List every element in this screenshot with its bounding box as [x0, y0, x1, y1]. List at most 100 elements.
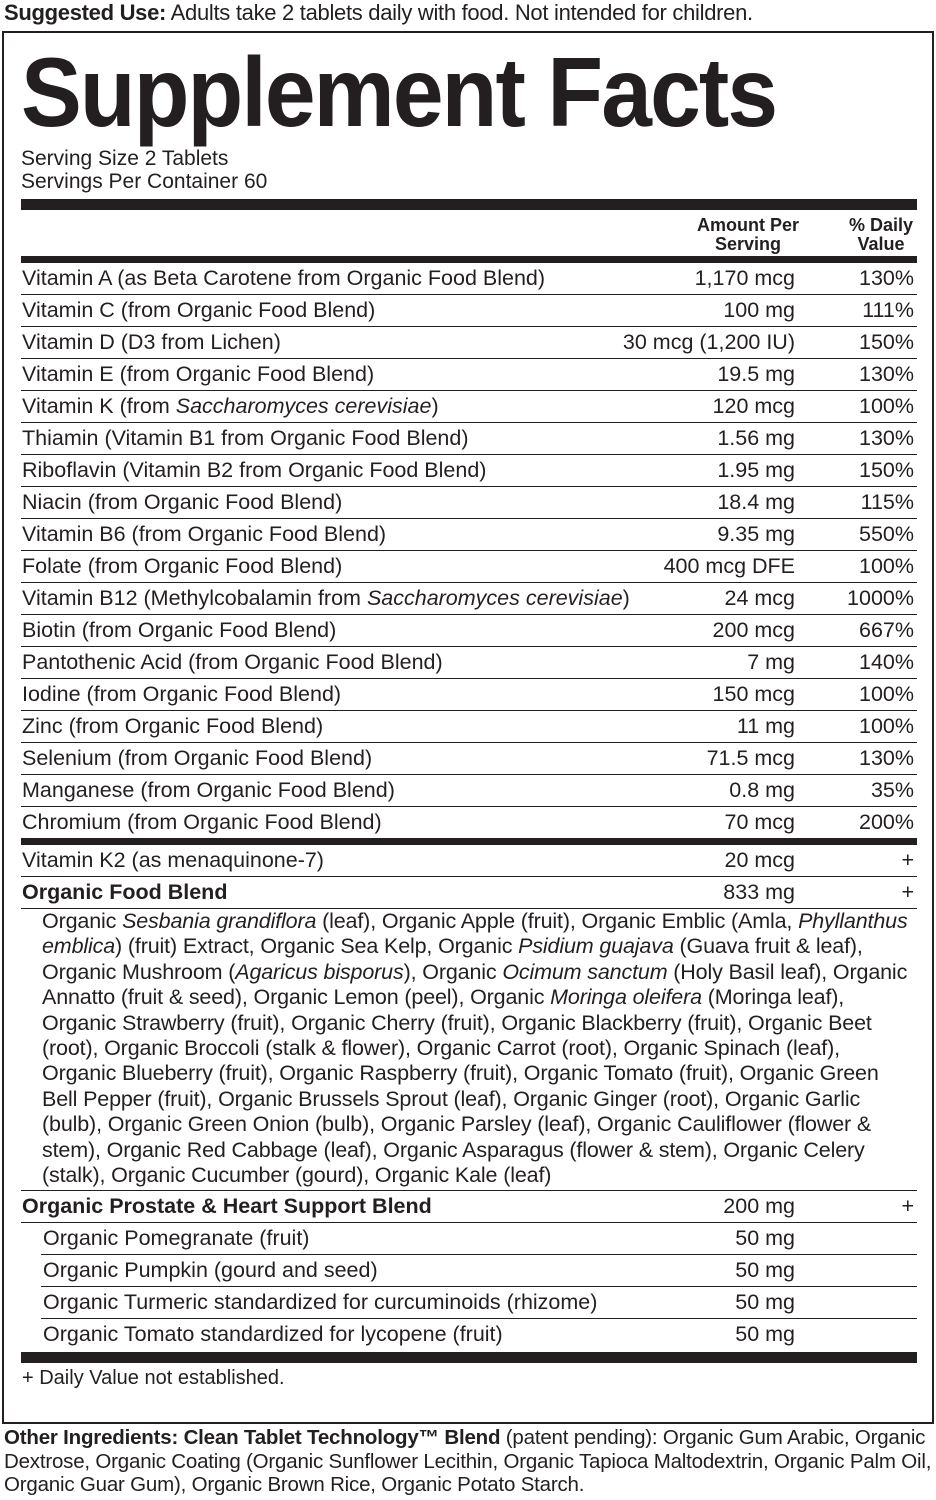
nutrient-name: Thiamin (Vitamin B1 from Organic Food Bl… — [22, 423, 469, 454]
nutrient-dv: 150% — [859, 330, 914, 354]
item-name: Organic Pumpkin (gourd and seed) — [43, 1258, 378, 1283]
nutrient-list: Vitamin A (as Beta Carotene from Organic… — [21, 263, 917, 838]
nutrient-name: Riboflavin (Vitamin B2 from Organic Food… — [22, 455, 486, 486]
nutrient-dv: 100% — [859, 682, 914, 706]
suggested-use: Suggested Use: Adults take 2 tablets dai… — [4, 0, 753, 26]
name-text: Riboflavin (Vitamin B2 from Organic Food… — [22, 458, 487, 482]
food-blend-ingredients: Organic Sesbania grandiflora (leaf), Org… — [21, 909, 917, 1192]
name-text: Vitamin D (D3 from Lichen) — [22, 330, 281, 354]
table-row-wrap: Organic Turmeric standardized for curcum… — [41, 1287, 917, 1320]
nutrient-amount: 1,170 mcg — [694, 266, 795, 290]
supplement-facts-panel: Supplement Facts Serving Size 2 Tablets … — [2, 31, 934, 1424]
table-row: Organic Pomegranate (fruit) 50 mg — [21, 1223, 917, 1254]
name-text: Vitamin B12 (Methylcobalamin from — [22, 586, 367, 610]
ingredient-text: Organic — [42, 909, 123, 933]
nutrient-amount: 19.5 mg — [717, 362, 795, 386]
name-text: Manganese (from Organic Food Blend) — [22, 778, 395, 802]
name-text: Vitamin E (from Organic Food Blend) — [22, 362, 375, 386]
item-name: Organic Turmeric standardized for curcum… — [43, 1290, 598, 1315]
divider-medium — [21, 838, 917, 845]
serving-size: Serving Size 2 Tablets — [21, 147, 229, 170]
nutrient-name: Iodine (from Organic Food Blend) — [22, 679, 341, 710]
name-text: Vitamin K (from — [22, 394, 176, 418]
nutrient-amount: 9.35 mg — [717, 522, 795, 546]
name-text: Zinc (from Organic Food Blend) — [22, 714, 324, 738]
table-row: Vitamin B6 (from Organic Food Blend) 9.35… — [21, 519, 917, 551]
table-row: Riboflavin (Vitamin B2 from Organic Food… — [21, 455, 917, 487]
nutrient-dv: 200% — [859, 810, 914, 834]
nutrient-amount: 30 mcg (1,200 IU) — [622, 330, 795, 354]
table-row: Folate (from Organic Food Blend) 400 mcg … — [21, 551, 917, 583]
nutrient-name: Vitamin A (as Beta Carotene from Organic… — [22, 263, 545, 294]
ingredient-text: (Guava fruit & leaf), Organic Mushroom ( — [42, 934, 863, 984]
item-amount: 50 mg — [735, 1322, 795, 1347]
nutrient-amount: 200 mcg — [712, 618, 795, 642]
nutrient-amount: 20 mcg — [724, 848, 795, 872]
other-ingredients-text: (patent pending): Organic Gum Arabic, Or… — [4, 1426, 932, 1496]
ingredient-text: (leaf), Organic Apple (fruit), Organic E… — [316, 909, 799, 933]
ingredient-text: ) (fruit) Extract, Organic Sea Kelp, Org… — [115, 934, 519, 959]
nutrient-dv: 140% — [859, 650, 914, 674]
nutrient-dv: 130% — [859, 266, 914, 290]
name-text: Selenium (from Organic Food Blend) — [22, 746, 373, 770]
nutrient-dv: 130% — [859, 426, 914, 450]
amount-header: Amount Per Serving — [697, 216, 799, 254]
scientific-name: Moringa oleifera — [550, 985, 702, 1010]
name-text: ) — [431, 394, 439, 418]
scientific-name: Sesbania grandiflora — [122, 909, 317, 933]
nutrient-dv: 130% — [859, 362, 914, 386]
nutrient-amount: 0.8 mg — [729, 778, 795, 802]
nutrient-amount: 400 mcg DFE — [663, 554, 795, 578]
name-text: Niacin (from Organic Food Blend) — [22, 490, 343, 514]
ingredient-text: (Moringa leaf), Organic Strawberry (frui… — [42, 985, 879, 1188]
table-row: Biotin (from Organic Food Blend) 200 mcg 6… — [21, 615, 917, 647]
nutrient-dv: 150% — [859, 458, 914, 482]
nutrient-amount: 18.4 mg — [717, 490, 795, 514]
nutrient-amount: 70 mcg — [724, 810, 795, 834]
blend-name: Organic Food Blend — [22, 880, 228, 904]
table-row-wrap: Organic Pumpkin (gourd and seed) 50 mg — [41, 1255, 917, 1288]
nutrient-name: Biotin (from Organic Food Blend) — [22, 615, 336, 646]
scientific-name: Saccharomyces cerevisiae — [366, 586, 623, 610]
scientific-name: Ocimum sanctum — [502, 959, 668, 984]
nutrient-dv: 100% — [859, 394, 914, 418]
table-row-wrap: Organic Pomegranate (fruit) 50 mg — [41, 1223, 917, 1256]
blend-name: Organic Prostate & Heart Support Blend — [22, 1194, 432, 1219]
name-text: Vitamin B6 (from Organic Food Blend) — [22, 522, 387, 546]
table-row-k2: Vitamin K2 (as menaquinone-7) 20 mcg + — [21, 845, 917, 877]
blend-dv: + — [901, 880, 914, 904]
name-text: Pantothenic Acid (from Organic Food Blen… — [22, 650, 443, 674]
divider-thick — [21, 199, 917, 210]
table-row: Vitamin A (as Beta Carotene from Organic… — [21, 263, 917, 295]
nutrient-dv: 111% — [862, 298, 914, 322]
nutrient-name: Vitamin E (from Organic Food Blend) — [22, 359, 374, 390]
nutrient-name: Vitamin B12 (Methylcobalamin from Saccha… — [22, 583, 630, 614]
scientific-name: Saccharomyces cerevisiae — [175, 394, 432, 418]
table-row: Selenium (from Organic Food Blend) 71.5 m… — [21, 743, 917, 775]
name-text: Thiamin (Vitamin B1 from Organic Food Bl… — [22, 426, 469, 450]
nutrient-name: Niacin (from Organic Food Blend) — [22, 487, 342, 518]
table-row: Vitamin K (from Saccharomyces cerevisiae… — [21, 391, 917, 423]
table-row: Organic Tomato standardized for lycopene… — [21, 1319, 917, 1350]
nutrient-amount: 150 mcg — [712, 682, 795, 706]
servings-per-container: Servings Per Container 60 — [21, 170, 268, 193]
scientific-name: Agaricus bisporus — [235, 959, 404, 984]
item-amount: 50 mg — [735, 1226, 795, 1251]
scientific-name: Psidium guajava — [518, 934, 674, 959]
nutrient-amount: 7 mg — [747, 650, 795, 674]
dv-header-line2: Value — [857, 234, 905, 254]
nutrient-name: Vitamin K2 (as menaquinone-7) — [22, 848, 324, 872]
nutrient-name: Selenium (from Organic Food Blend) — [22, 743, 372, 774]
table-row-wrap: Organic Tomato standardized for lycopene… — [41, 1319, 917, 1350]
nutrient-amount: 100 mg — [723, 298, 795, 322]
table-row: Vitamin E (from Organic Food Blend) 19.5 … — [21, 359, 917, 391]
nutrient-name: Vitamin C (from Organic Food Blend) — [22, 295, 375, 326]
name-text: Chromium (from Organic Food Blend) — [22, 810, 382, 834]
table-row: Vitamin C (from Organic Food Blend) 100 m… — [21, 295, 917, 327]
nutrient-dv: 100% — [859, 554, 914, 578]
nutrient-dv: 1000% — [847, 586, 914, 610]
dv-header: % Daily Value — [849, 216, 913, 254]
table-row-food-blend: Organic Food Blend 833 mg + — [21, 877, 917, 909]
nutrient-name: Manganese (from Organic Food Blend) — [22, 775, 395, 806]
table-row: Vitamin B12 (Methylcobalamin from Saccha… — [21, 583, 917, 615]
